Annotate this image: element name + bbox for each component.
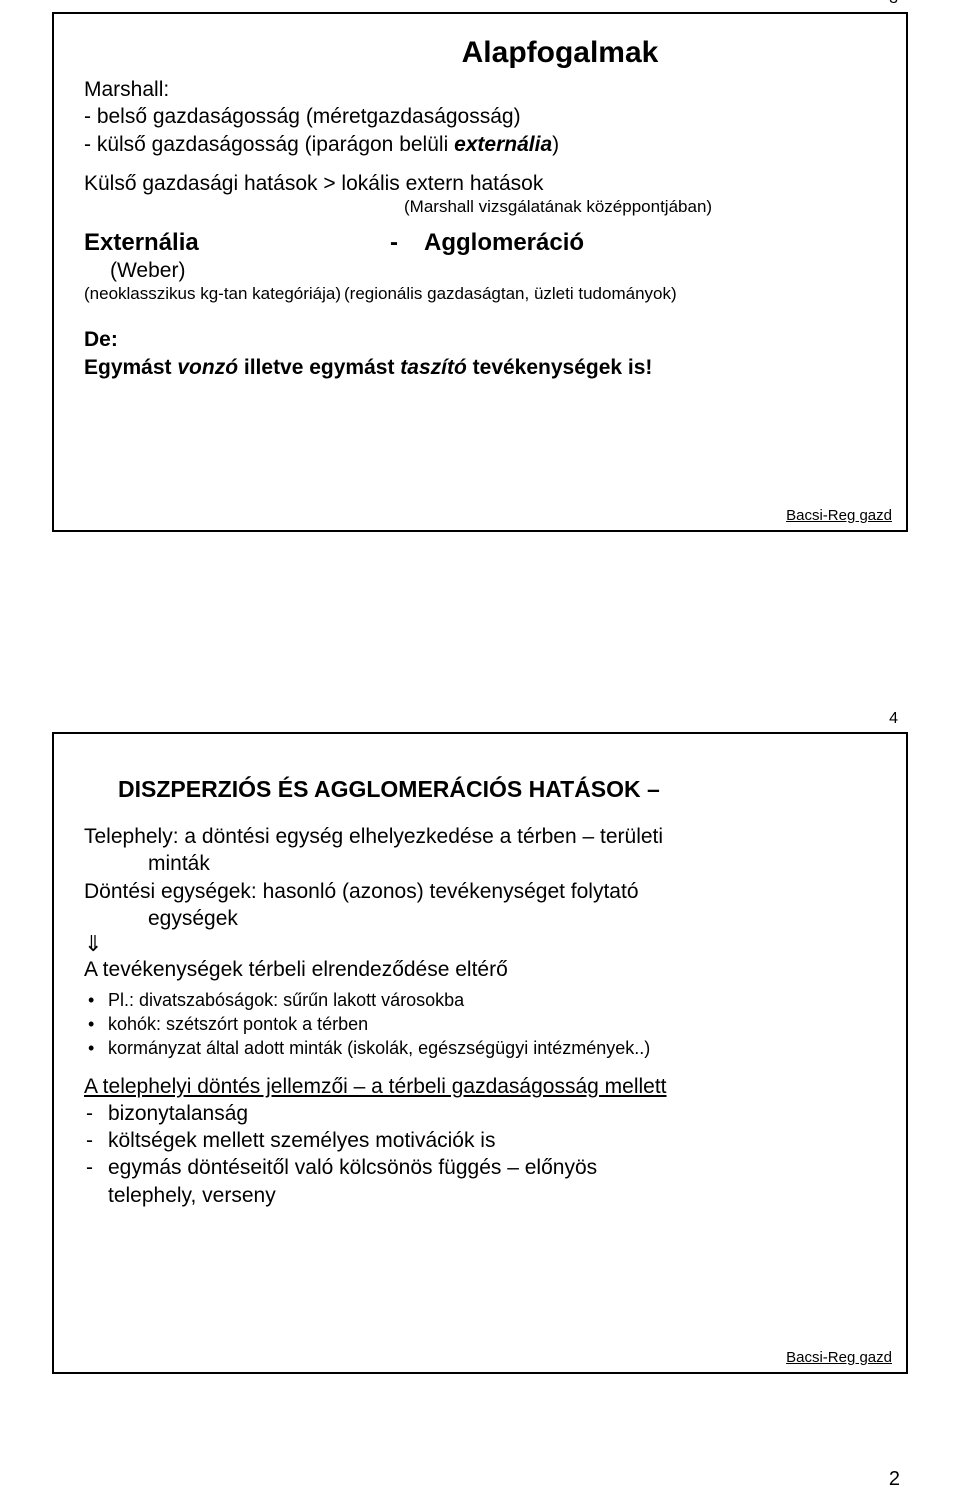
de-b: vonzó [177,356,238,379]
d3-a: egymás döntéseitől való kölcsönös függés… [108,1156,597,1179]
marshall-note: (Marshall vizsgálatának középpontjában) [84,197,876,217]
dontesi-line-1: Döntési egységek: hasonló (azonos) tevék… [84,878,876,905]
list-item: kormányzat által adott minták (iskolák, … [84,1036,876,1060]
agglomeracio-label: Agglomeráció [424,229,584,257]
slide-footer: Bacsi-Reg gazd [786,507,892,524]
de-c: illetve egymást [238,356,400,379]
m2-text-b: externália [454,133,552,156]
de-line: Egymást vonzó illetve egymást taszító te… [84,354,876,381]
slide-2: 4 DISZPERZIÓS ÉS AGGLOMERÁCIÓS HATÁSOK –… [52,732,908,1374]
list-item: kohók: szétszórt pontok a térben [84,1012,876,1036]
de-heading: De: [84,326,876,353]
underlined-heading: A telephelyi döntés jellemzői – a térbel… [84,1073,876,1100]
categories-row: (neoklasszikus kg-tan kategóriája) (regi… [84,284,876,304]
slide-number: 4 [889,710,898,728]
weber-label: (Weber) [84,257,876,284]
page: 3 Alapfogalmak Marshall: - belső gazdasá… [0,0,960,1501]
externalia-col: Externália [84,229,364,257]
list-item: bizonytalanság [84,1100,876,1127]
list-item: egymás döntéseitől való kölcsönös függés… [84,1154,876,1209]
slide2-title: DISZPERZIÓS ÉS AGGLOMERÁCIÓS HATÁSOK – [118,776,876,803]
externalia-label: Externália [84,229,199,256]
de-e: tevékenységek is! [467,356,653,379]
telephely-line-1b: minták [84,850,876,877]
marshall-heading: Marshall: [84,76,876,103]
dash-list: bizonytalanság költségek mellett személy… [84,1100,876,1209]
list-item: költségek mellett személyes motivációk i… [84,1127,876,1154]
list-item: Pl.: divatszabóságok: sűrűn lakott város… [84,988,876,1012]
slide1-title: Alapfogalmak [244,36,876,70]
kulso-line: Külső gazdasági hatások > lokális extern… [84,170,876,197]
m2-text-c: ) [552,133,559,156]
down-arrow-icon: ⇓ [84,932,876,956]
row-dash: - [364,229,424,257]
externalia-row: Externália - Agglomeráció [84,229,876,257]
slide-1: 3 Alapfogalmak Marshall: - belső gazdasá… [52,12,908,532]
dontesi-line-1b: egységek [84,905,876,932]
slide-number: 3 [889,0,898,8]
marshall-item-1: - belső gazdaságosság (méretgazdaságossá… [84,103,876,130]
tev-line: A tevékenységek térbeli elrendeződése el… [84,956,876,983]
slide-footer: Bacsi-Reg gazd [786,1349,892,1366]
d3-b: telephely, verseny [108,1184,276,1207]
de-a: Egymást [84,356,177,379]
neoklasszikus-label: (neoklasszikus kg-tan kategóriája) [84,284,344,304]
regionalis-label: (regionális gazdaságtan, üzleti tudomány… [344,284,677,304]
m2-text-a: - külső gazdaságosság (iparágon belüli [84,133,454,156]
telephely-line-1: Telephely: a döntési egység elhelyezkedé… [84,823,876,850]
bullet-list: Pl.: divatszabóságok: sűrűn lakott város… [84,988,876,1061]
de-d: taszító [400,356,467,379]
page-number: 2 [889,1468,900,1491]
marshall-item-2: - külső gazdaságosság (iparágon belüli e… [84,131,876,158]
